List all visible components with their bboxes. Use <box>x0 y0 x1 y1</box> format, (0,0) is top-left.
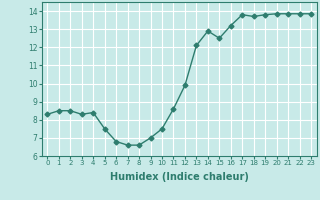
X-axis label: Humidex (Indice chaleur): Humidex (Indice chaleur) <box>110 172 249 182</box>
